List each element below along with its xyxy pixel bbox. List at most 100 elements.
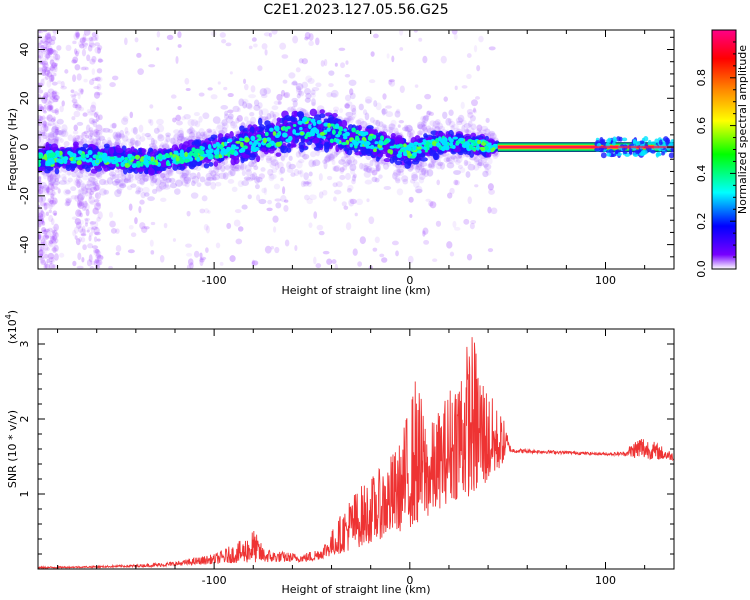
- spectrogram-noise: [199, 208, 206, 214]
- spectrogram-noise: [225, 42, 232, 47]
- spectrogram-halo: [47, 138, 55, 144]
- spectrogram-halo: [250, 116, 257, 124]
- spectrogram-halo: [59, 138, 64, 143]
- spectrogram-noise: [88, 42, 96, 48]
- spectrogram-core: [185, 158, 191, 163]
- spectrogram-noise: [88, 232, 93, 237]
- spectrogram-noise: [89, 129, 94, 137]
- spectrogram-noise: [93, 91, 101, 99]
- spectrogram-noise: [295, 67, 301, 73]
- spectrogram-halo: [220, 104, 229, 110]
- spectrogram-noise: [95, 111, 99, 115]
- spectrogram-halo: [166, 168, 173, 175]
- spectrogram-halo: [369, 167, 376, 174]
- spectrogram-ridge: [103, 143, 110, 149]
- spectrogram-core: [233, 151, 238, 157]
- spectrogram-halo: [383, 162, 390, 170]
- spectrogram-noise: [373, 33, 379, 39]
- spectrogram-noise: [72, 260, 77, 267]
- spectrogram-halo: [63, 188, 72, 196]
- spectrogram-halo: [435, 122, 444, 130]
- spectrogram-halo: [116, 188, 123, 194]
- spectrogram-halo: [417, 123, 424, 130]
- spectrogram-noise: [203, 223, 209, 231]
- spectrogram-core: [389, 145, 395, 149]
- spectrogram-noise: [124, 37, 128, 46]
- spectrogram-ridge: [137, 147, 142, 154]
- spectrogram-halo: [344, 155, 351, 160]
- spectrogram-noise: [39, 39, 43, 45]
- spectrogram-halo: [307, 78, 315, 85]
- spectrogram-halo: [180, 136, 189, 142]
- spectrogram-noise: [381, 257, 388, 263]
- spectrogram-halo: [301, 81, 309, 89]
- spectrogram-halo: [91, 118, 98, 124]
- spectrogram-halo: [132, 126, 138, 135]
- spectrogram-noise: [476, 65, 481, 72]
- spectrogram-noise: [94, 183, 100, 187]
- spectrogram-noise: [227, 92, 234, 98]
- spectrogram-halo: [324, 156, 330, 163]
- spectrogram-noise: [38, 118, 41, 123]
- spectrogram-noise: [251, 260, 259, 266]
- spectrogram-noise: [47, 133, 55, 141]
- spectrogram-noise: [274, 246, 280, 254]
- spectrogram-core: [115, 163, 120, 167]
- spectrogram-noise: [199, 258, 204, 266]
- spectrogram-noise: [349, 88, 354, 96]
- spectrogram-noise: [39, 138, 45, 144]
- spectrogram-noise: [344, 102, 350, 109]
- spectrogram-noise: [163, 222, 168, 229]
- spectrogram-noise: [97, 255, 104, 260]
- spectrogram-noise: [91, 32, 97, 37]
- spectrogram-halo: [231, 186, 238, 192]
- spectrogram-core: [476, 139, 482, 145]
- spectrogram-noise: [95, 202, 101, 207]
- spectrogram-noise: [39, 40, 45, 45]
- spectrogram-noise: [237, 107, 241, 113]
- spectrogram-noise: [90, 181, 96, 187]
- spectrogram-core: [97, 151, 101, 156]
- spectrogram-halo: [48, 178, 56, 186]
- spectrogram-noise: [71, 94, 77, 100]
- spectrogram-halo: [134, 173, 142, 181]
- spectrogram-core: [406, 150, 411, 155]
- spectrogram-halo: [79, 181, 85, 186]
- spectrogram-halo: [355, 198, 364, 206]
- spectrogram-noise: [97, 211, 103, 220]
- spectrogram-halo: [342, 164, 348, 171]
- spectrogram-noise: [38, 219, 45, 225]
- spectrogram-noise: [73, 178, 79, 186]
- spectrogram-core: [250, 147, 254, 152]
- spectrogram-noise: [79, 139, 84, 146]
- spectrogram-noise: [447, 192, 453, 199]
- spectrogram-halo: [329, 152, 338, 159]
- spectrogram-noise: [397, 124, 401, 128]
- spectrogram-noise: [95, 114, 100, 122]
- spectrogram-noise: [328, 83, 334, 88]
- spectrogram-noise: [110, 227, 117, 234]
- spectrogram-noise: [76, 265, 84, 269]
- spectrogram-halo: [184, 182, 190, 188]
- spectrogram-noise: [38, 234, 42, 240]
- spectrogram-noise: [88, 173, 92, 177]
- spectrogram-noise: [50, 232, 57, 236]
- spectrogram-core: [470, 139, 476, 143]
- spectrogram-halo: [162, 176, 167, 181]
- spectrogram-core: [258, 136, 262, 141]
- spectrogram-noise: [115, 228, 120, 234]
- spectrogram-core: [309, 133, 315, 137]
- spectrogram-ridge: [290, 141, 296, 148]
- spectrogram-halo: [173, 129, 181, 135]
- spectrogram-core: [344, 131, 350, 137]
- spectrogram-noise: [258, 173, 265, 180]
- spectrogram-noise: [86, 180, 93, 187]
- spectrogram-core: [157, 156, 163, 160]
- spectrogram-noise: [51, 191, 57, 196]
- spectrogram-noise: [114, 132, 122, 139]
- spectrogram-halo: [160, 197, 167, 203]
- spectrogram-noise: [109, 82, 116, 88]
- spectrogram-noise: [42, 202, 50, 206]
- spectrogram-halo: [99, 170, 105, 175]
